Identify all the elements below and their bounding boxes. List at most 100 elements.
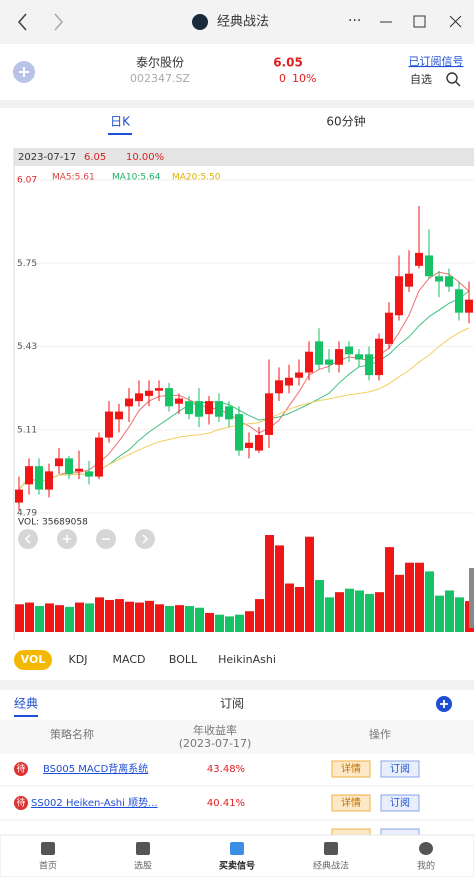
candle-body: [35, 466, 43, 490]
cut-button: [380, 828, 420, 836]
y-tick-label: 4.79: [17, 509, 37, 519]
maximize[interactable]: [413, 15, 426, 28]
volume-bar: [295, 586, 304, 632]
candle-body: [245, 442, 253, 448]
nav-label[interactable]: 我的: [417, 860, 435, 872]
volume-bar: [365, 593, 374, 632]
nav-icon[interactable]: [419, 842, 433, 855]
candle-body: [45, 471, 53, 490]
ma10-label: MA10:5.64: [112, 173, 161, 183]
candle-body: [25, 466, 33, 485]
zoom-right[interactable]: [135, 529, 155, 549]
plus: [19, 67, 29, 77]
nav-icon[interactable]: [136, 842, 150, 855]
forward[interactable]: [54, 13, 64, 31]
indicator-tab[interactable]: HeikinAshi: [218, 653, 276, 666]
separator: [0, 680, 474, 690]
cut-button: [331, 828, 371, 836]
volume-label: VOL: 35689058: [18, 518, 88, 528]
candle-body: [155, 388, 163, 391]
nav-icon[interactable]: [230, 842, 244, 855]
volume-bar: [405, 562, 414, 632]
volume-bar: [65, 606, 74, 632]
subscribe-button[interactable]: [380, 760, 420, 778]
stock-change-pct: 10%: [292, 72, 316, 85]
indicator-tab[interactable]: KDJ: [69, 653, 88, 666]
section-tab[interactable]: 经典: [14, 697, 38, 711]
candle-body: [175, 398, 183, 404]
back[interactable]: [17, 13, 27, 31]
detail: 详情: [341, 796, 361, 809]
candle-body: [55, 458, 63, 467]
candle-body: [65, 458, 73, 474]
nav-icon[interactable]: [324, 842, 338, 855]
candle-body: [185, 401, 193, 415]
nav-label[interactable]: 经典战法: [313, 860, 349, 872]
nav-icon[interactable]: [41, 842, 55, 855]
subscribe: 订阅: [390, 762, 410, 775]
zoom-icons: [24, 534, 149, 544]
indicator-tab[interactable]: VOL: [21, 653, 46, 666]
volume-bar: [285, 583, 294, 632]
volume-bar: [25, 602, 34, 632]
volume-bar: [155, 604, 164, 632]
volume-bar: [445, 590, 454, 632]
candle-body: [75, 468, 83, 472]
volume-bar: [455, 597, 464, 632]
info-price: 6.05: [84, 152, 106, 163]
ma-line: [18, 327, 470, 490]
volume-bar: [225, 616, 234, 632]
zoom-left[interactable]: [18, 529, 38, 549]
window-title: 经典战法: [217, 15, 269, 30]
candle-body: [255, 434, 263, 451]
candle-body: [235, 414, 243, 451]
detail-button[interactable]: [331, 760, 371, 778]
volume-bar: [135, 602, 144, 632]
subscribe: 订阅: [390, 796, 410, 809]
detail-button[interactable]: [331, 794, 371, 812]
candle-body: [345, 346, 353, 355]
candle-body: [455, 289, 463, 313]
strategy-name[interactable]: BS005 MACD背离系统: [43, 762, 148, 775]
volume-bar: [235, 614, 244, 632]
subscribe-button[interactable]: [380, 794, 420, 812]
y-tick-label: 5.43: [17, 342, 37, 352]
candle-body: [295, 372, 303, 378]
nav-label[interactable]: 首页: [39, 860, 57, 872]
volume-bar: [375, 592, 384, 632]
candle-body: [275, 380, 283, 394]
search[interactable]: [446, 72, 458, 84]
header: 年收益率: [193, 723, 237, 737]
header: 策略名称: [50, 727, 94, 741]
more[interactable]: ···: [348, 13, 361, 29]
scrollbar: [469, 568, 474, 628]
nav-label[interactable]: 买卖信号: [219, 860, 255, 872]
subscribed-link[interactable]: 已订阅信号: [409, 55, 464, 68]
tag-badge: [14, 762, 28, 776]
candle-body: [445, 276, 453, 287]
separator: [0, 100, 474, 108]
watchlist[interactable]: 自选: [410, 73, 432, 86]
tag-badge: [14, 796, 28, 810]
period-tab[interactable]: 60分钟: [326, 114, 365, 129]
candle-body: [355, 354, 363, 360]
volume-bar: [15, 604, 24, 632]
close[interactable]: [449, 15, 462, 28]
candle-body: [425, 255, 433, 277]
volume-bar: [165, 606, 174, 632]
period-tab[interactable]: 日K: [110, 115, 131, 129]
volume-bar: [355, 590, 364, 632]
strategy-name[interactable]: SS002 Heiken-Ashi 顺势...: [31, 796, 158, 809]
nav-label[interactable]: 选股: [134, 860, 152, 872]
candle-body: [145, 390, 153, 396]
stock-code: 002347.SZ: [130, 72, 190, 85]
candle-body: [315, 341, 323, 365]
candle-body: [215, 401, 223, 417]
indicator-tab[interactable]: BOLL: [169, 653, 198, 666]
indicator-tab[interactable]: MACD: [113, 653, 146, 666]
volume-bar: [75, 602, 84, 632]
section-tab[interactable]: 订阅: [220, 697, 244, 711]
volume-bar: [435, 595, 444, 632]
volume-bar: [145, 600, 154, 632]
